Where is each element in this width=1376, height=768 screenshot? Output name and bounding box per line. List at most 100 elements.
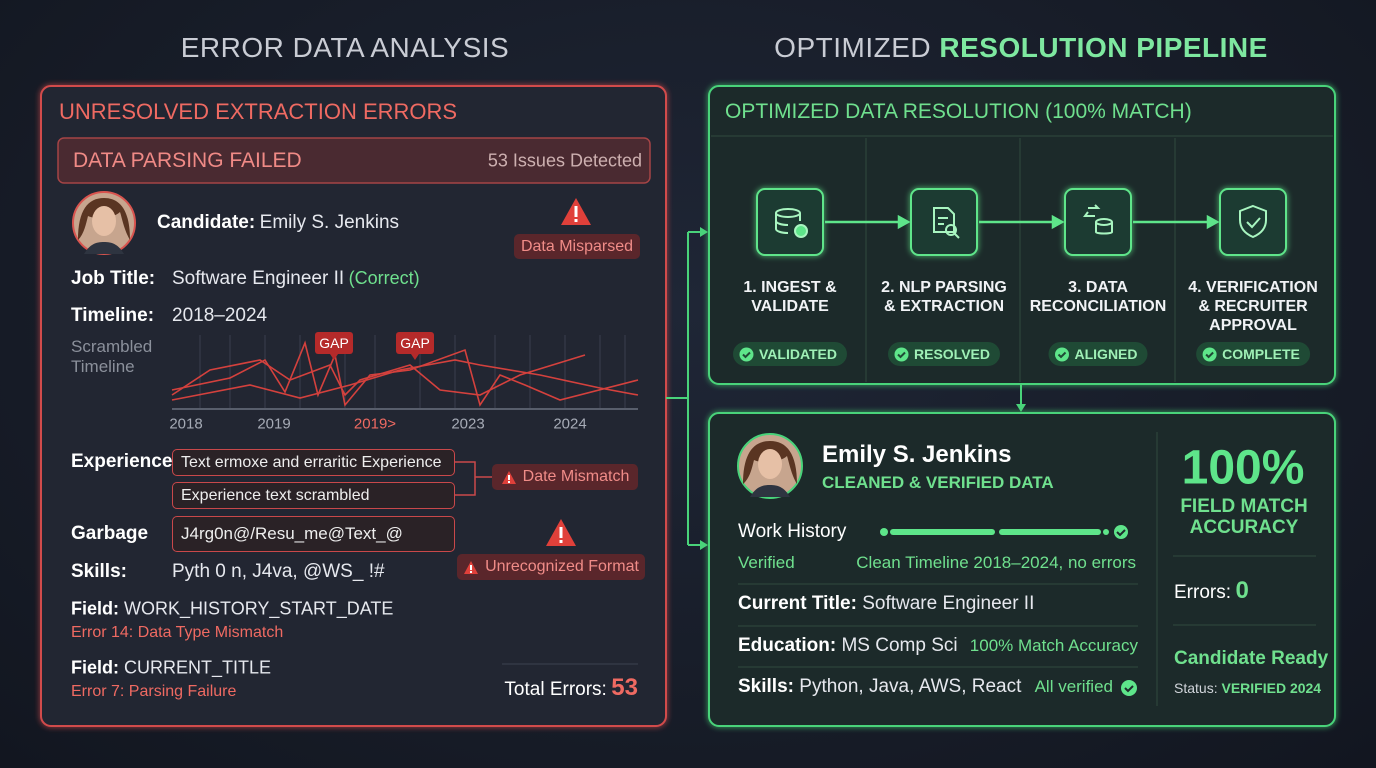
- accuracy-value: 100%: [1181, 441, 1305, 495]
- step-glyphs: [775, 204, 1267, 239]
- warning-icons: [546, 198, 591, 546]
- section-heading: OPTIMIZED RESOLUTION PIPELINE: [774, 32, 1268, 64]
- flag-badge: Date Mismatch: [492, 464, 638, 490]
- value: Emily S. Jenkins: [259, 212, 400, 233]
- profile-row: Education: MS Comp Sci: [738, 635, 958, 657]
- value: Pyth 0 n, J4va, @WS_ !#: [172, 561, 385, 582]
- warning-icon: [501, 470, 516, 484]
- check-icon: [894, 347, 909, 361]
- check-icon: [1121, 680, 1137, 696]
- check-icon: [1055, 347, 1069, 361]
- panel-title: OPTIMIZED DATA RESOLUTION (100% MATCH): [725, 100, 1192, 123]
- axis-label: 2019: [257, 415, 291, 433]
- label: Errors:: [1174, 582, 1231, 603]
- value: 2018–2024: [172, 305, 268, 326]
- status-text: RESOLVED: [914, 346, 990, 362]
- status-pill: RESOLVED: [888, 342, 1000, 366]
- value: VERIFIED 2024: [1221, 680, 1322, 696]
- label: Experience: [71, 451, 173, 472]
- axis-label: 2019>: [353, 415, 397, 433]
- axis-label: 2023: [451, 415, 485, 433]
- profile-subtitle: CLEANED & VERIFIED DATA: [822, 473, 1054, 492]
- label: Skills:: [738, 676, 794, 697]
- flag-text: Date Mismatch: [522, 468, 630, 485]
- banner: [57, 137, 651, 184]
- value: MS Comp Sci: [841, 635, 958, 656]
- axis-label: 2024: [553, 415, 587, 433]
- banner-title: DATA PARSING FAILED: [73, 149, 302, 172]
- accuracy-label: FIELD MATCH ACCURACY: [1180, 496, 1308, 538]
- total-errors: Total Errors: 53: [504, 674, 638, 702]
- value: CURRENT_TITLE: [124, 657, 272, 678]
- step-label: 3. DATA RECONCILIATION: [1029, 279, 1167, 315]
- flag-text: Data Misparsed: [520, 237, 634, 255]
- step-label: 4. VERIFICATION & RECRUITER APPROVAL: [1188, 279, 1318, 334]
- status-text: VALIDATED: [758, 346, 838, 362]
- flag-badge: Unrecognized Format: [457, 554, 645, 580]
- ready-status: Status: VERIFIED 2024: [1174, 680, 1321, 696]
- note: 100% Match Accuracy: [969, 636, 1138, 655]
- garbage-box: J4rg0n@/Resu_me@Text_@: [172, 516, 455, 552]
- label: Job Title:: [71, 268, 156, 289]
- section-heading: ERROR DATA ANALYSIS: [180, 32, 510, 63]
- field-row: Field: CURRENT_TITLE: [71, 658, 271, 679]
- heading-plain: OPTIMIZED: [774, 32, 932, 63]
- value: Python, Java, AWS, React: [799, 676, 1022, 697]
- step-label: 1. INGEST & VALIDATE: [743, 279, 837, 315]
- warning-icon: [464, 560, 479, 574]
- profile-name: Emily S. Jenkins: [822, 441, 1012, 468]
- axis-label: 2018: [169, 415, 203, 433]
- step-label: 2. NLP PARSING & EXTRACTION: [881, 279, 1007, 315]
- status-pill: VALIDATED: [732, 342, 848, 366]
- profile-row: Current Title: Software Engineer II: [738, 593, 1034, 615]
- step-arrows: [825, 214, 1220, 230]
- job-title-value: Software Engineer II (Correct): [172, 268, 420, 290]
- label: Skills:: [71, 561, 127, 582]
- label: Field:: [71, 598, 119, 619]
- status: Verified: [738, 553, 795, 572]
- status-text: COMPLETE: [1222, 346, 1300, 362]
- label: Candidate:: [157, 212, 256, 233]
- candidate-row: Candidate: Emily S. Jenkins: [157, 212, 399, 234]
- scrambled-label: Scrambled Timeline: [71, 337, 153, 376]
- experience-box: Text ermoxe and erraritic Experience: [172, 449, 455, 476]
- label: Garbage: [71, 523, 149, 544]
- ready-title: Candidate Ready: [1174, 648, 1329, 669]
- status-pill: COMPLETE: [1196, 342, 1310, 366]
- value: 0: [1235, 577, 1249, 604]
- heading-bold: RESOLUTION PIPELINE: [939, 32, 1268, 63]
- profile-panel: [708, 412, 1336, 727]
- label: Status:: [1174, 680, 1218, 696]
- note: All verified: [1034, 677, 1113, 696]
- step-icons: [756, 188, 1287, 256]
- flag-badge: Data Misparsed: [514, 234, 640, 259]
- value: WORK_HISTORY_START_DATE: [124, 598, 394, 619]
- label: Timeline:: [71, 305, 155, 326]
- field-error: Error 14: Data Type Mismatch: [71, 624, 284, 641]
- label: Work History: [738, 521, 847, 542]
- flag-text: Unrecognized Format: [485, 558, 639, 575]
- value: 53: [611, 674, 638, 701]
- value: Software Engineer II: [172, 268, 345, 289]
- label: Education:: [738, 635, 837, 656]
- field-error: Error 7: Parsing Failure: [71, 683, 237, 700]
- field-row: Field: WORK_HISTORY_START_DATE: [71, 599, 393, 620]
- note: Clean Timeline 2018–2024, no errors: [856, 553, 1136, 572]
- label: Field:: [71, 657, 119, 678]
- experience-box: Experience text scrambled: [172, 482, 455, 509]
- status-pill: ALIGNED: [1048, 342, 1148, 366]
- profile-row: Skills: Python, Java, AWS, React: [738, 676, 1021, 698]
- connector: [666, 231, 1022, 546]
- label: Current Title:: [738, 593, 857, 614]
- check-icon: [1202, 347, 1217, 361]
- status-text: ALIGNED: [1074, 346, 1138, 362]
- banner-issues: 53 Issues Detected: [487, 150, 642, 171]
- label: Total Errors:: [504, 679, 607, 700]
- note: (Correct): [348, 268, 420, 288]
- avatar-right: [737, 433, 803, 499]
- panel-title: UNRESOLVED EXTRACTION ERRORS: [59, 99, 458, 124]
- avatar-left: [72, 191, 136, 255]
